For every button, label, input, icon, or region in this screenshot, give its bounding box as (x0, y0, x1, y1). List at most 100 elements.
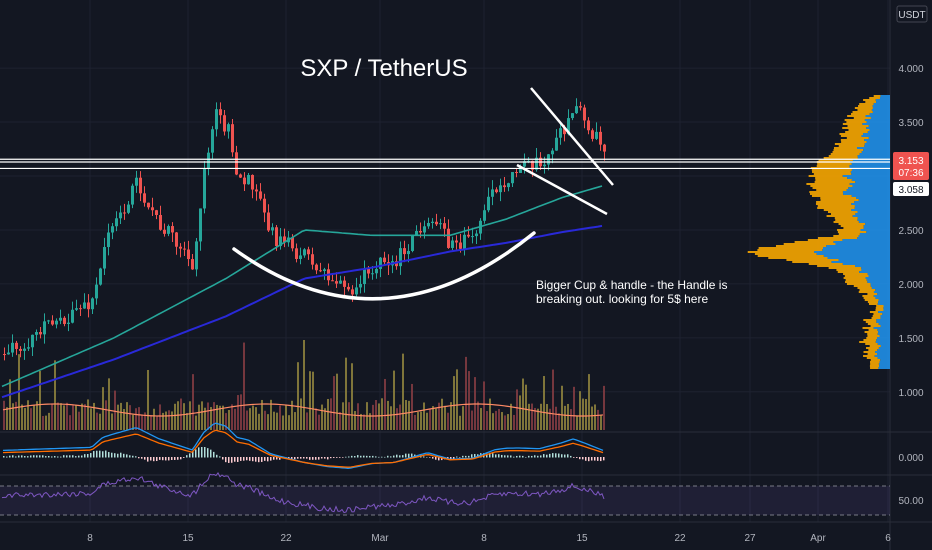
macd-histogram-bar (597, 457, 599, 461)
volume-profile-bar (864, 331, 879, 333)
candle-body (487, 196, 490, 211)
macd-histogram-bar (72, 455, 74, 458)
macd-histogram-bar (219, 456, 221, 458)
macd-histogram-bar (81, 455, 83, 458)
volume-profile-bar (870, 363, 879, 365)
volume-profile-bar (861, 269, 890, 271)
volume-bar (12, 403, 14, 430)
volume-bar (33, 405, 35, 430)
volume-bar (477, 401, 479, 430)
volume-bar (522, 378, 524, 430)
volume-profile-bar (843, 273, 868, 275)
x-tick-label: 8 (481, 533, 487, 544)
volume-profile-bar (817, 163, 852, 165)
macd-histogram-bar (123, 453, 125, 458)
volume-profile-bar (880, 359, 890, 361)
candle-body (591, 130, 594, 139)
macd-histogram-bar (375, 456, 377, 458)
volume-profile-bar (836, 269, 862, 271)
volume-bar (447, 412, 449, 430)
rsi-tick-label: 50.00 (898, 496, 923, 507)
volume-profile-bar (840, 135, 862, 137)
y-tick-label: 2.500 (898, 226, 923, 237)
macd-histogram-bar (549, 453, 551, 458)
volume-profile-bar (867, 301, 879, 303)
volume-bar (360, 413, 362, 430)
macd-histogram-bar (423, 456, 425, 458)
macd-histogram-bar (48, 456, 50, 458)
macd-histogram-bar (381, 456, 383, 458)
candle-body (367, 268, 370, 274)
volume-profile-bar (878, 311, 890, 313)
macd-histogram-bar (432, 457, 434, 459)
candle-body (515, 172, 518, 174)
volume-bar (90, 408, 92, 430)
volume-bar (243, 342, 245, 430)
macd-histogram-bar (291, 457, 293, 459)
macd-histogram-bar (447, 457, 449, 459)
volume-profile-bar (867, 293, 878, 295)
rsi-panel (0, 471, 890, 516)
volume-bar (258, 413, 260, 430)
volume-bar (102, 387, 104, 430)
candle-body (503, 185, 506, 188)
candle-body (87, 302, 90, 310)
candle-body (443, 223, 446, 229)
candle-body (39, 332, 42, 335)
candle-body (575, 106, 578, 114)
volume-profile-bar (863, 227, 890, 229)
volume-profile-bar (816, 201, 855, 203)
volume-bar (165, 411, 167, 430)
volume-bar (603, 385, 605, 430)
volume-profile-bar (873, 313, 883, 315)
volume-profile-bar (870, 361, 880, 363)
macd-histogram-bar (135, 456, 137, 458)
volume-bar (327, 398, 329, 430)
volume-profile-bar (858, 291, 874, 293)
candle-body (507, 183, 510, 188)
volume-profile-bar (851, 209, 890, 211)
volume-profile-bar (845, 281, 868, 283)
macd-histogram-bar (468, 455, 470, 458)
volume-bar (255, 407, 257, 430)
chart-title: SXP / TetherUS (300, 55, 467, 82)
rsi-line (1, 471, 605, 514)
volume-profile-bar (852, 159, 890, 161)
macd-histogram-bar (111, 452, 113, 458)
volume-bar (411, 383, 413, 430)
macd-histogram-bar (438, 457, 440, 461)
volume-bar (135, 408, 137, 430)
macd-histogram-bar (267, 457, 269, 462)
volume-bar (213, 402, 215, 430)
volume-bar (486, 411, 488, 430)
volume-profile-bar (883, 307, 890, 309)
volume-bar (426, 412, 428, 430)
volume-bar (186, 413, 188, 430)
volume-profile-bar (866, 121, 890, 123)
volume-profile-bar (865, 321, 877, 323)
candle-body (107, 232, 110, 248)
macd-histogram-bar (96, 450, 98, 458)
macd-histogram-bar (321, 457, 323, 459)
ma-slow-line (1, 224, 603, 399)
volume-bar (126, 402, 128, 430)
volume-profile-bar (817, 205, 855, 207)
volume-profile-bar (852, 215, 890, 217)
volume-bar (579, 391, 581, 430)
volume-profile-bar (866, 141, 890, 143)
candle-body (187, 249, 190, 260)
candle-body (291, 237, 294, 249)
macd-histogram-bar (153, 457, 155, 462)
volume-bar (9, 379, 11, 430)
volume-profile-bar (754, 253, 817, 255)
candle-body (11, 342, 14, 353)
macd-histogram-bar (306, 457, 308, 459)
volume-profile-bar (873, 291, 890, 293)
macd-histogram-bar (456, 456, 458, 458)
volume-profile-bar (870, 117, 890, 119)
y-tick-label: 1.000 (898, 388, 923, 399)
volume-bar (249, 408, 251, 430)
macd-histogram-bar (231, 457, 233, 463)
volume-profile-bar (823, 247, 890, 249)
